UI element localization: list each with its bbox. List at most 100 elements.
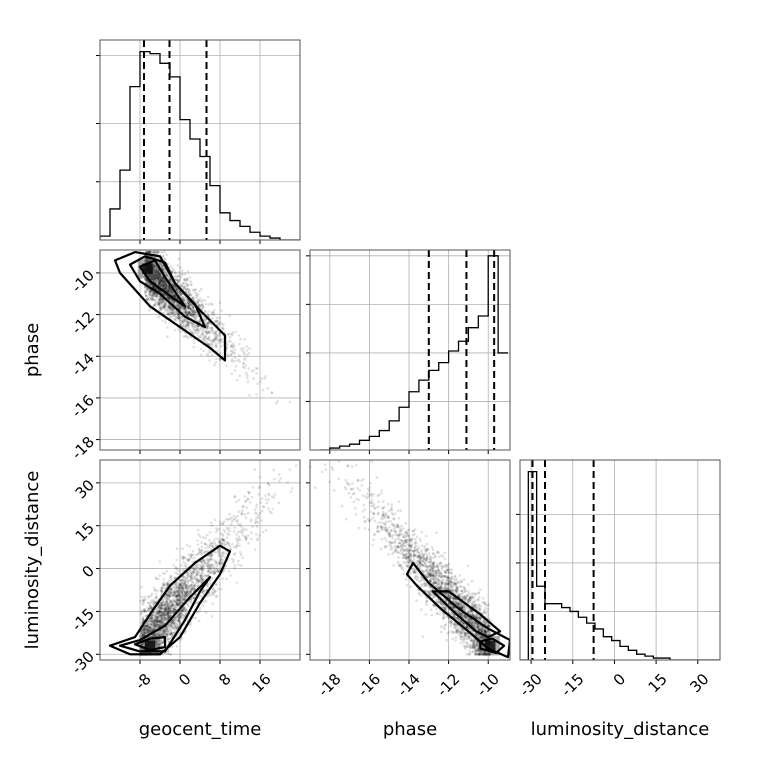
sample-point [143,288,147,291]
sample-point [150,290,154,294]
sample-point [187,303,191,306]
sample-point [229,349,233,353]
sample-point [177,304,181,308]
sample-point [195,329,199,332]
sample-point [219,339,222,343]
sample-point [183,300,186,304]
sample-point [189,577,193,580]
sample-point [170,270,174,274]
sample-point [155,626,159,629]
sample-point [167,650,170,654]
sample-point [194,316,197,320]
sample-point [186,299,190,302]
sample-point [163,258,167,262]
sample-point [199,577,203,580]
sample-point [186,292,190,295]
sample-point [163,282,166,286]
sample-point [189,312,192,315]
sample-point [201,338,205,341]
sample-point [198,335,202,339]
sample-point [166,262,170,266]
sample-point [193,568,196,572]
sample-point [170,593,174,597]
sample-point [212,588,215,591]
sample-point [158,263,162,266]
sample-point [167,303,170,307]
sample-point [155,294,159,298]
sample-point [167,296,171,300]
sample-point [184,287,188,291]
sample-point [200,307,204,311]
sample-point [171,307,175,311]
sample-point [167,312,171,316]
sample-point [172,589,175,592]
sample-point [181,273,185,276]
sample-point [191,324,195,328]
sample-point [185,305,189,309]
sample-point [183,297,186,300]
sample-point [201,331,204,335]
sample-point [192,332,195,336]
sample-point [191,288,195,292]
sample-point [214,336,218,340]
sample-point [163,600,166,604]
sample-point [156,271,160,274]
sample-point [141,602,144,605]
sample-point [141,619,145,622]
sample-point [270,391,274,394]
sample-point [230,372,234,376]
sample-point [182,299,186,302]
sample-point [243,495,246,498]
sample-point [196,327,199,331]
sample-point [149,283,153,287]
sample-point [197,298,200,302]
sample-point [154,287,158,290]
sample-point [161,265,165,268]
sample-point [242,362,245,366]
sample-point [170,298,174,302]
sample-point [160,284,163,287]
sample-point [168,305,171,309]
sample-point [150,294,154,298]
sample-point [178,291,181,294]
sample-point [184,335,187,338]
sample-point [193,311,197,314]
sample-point [174,309,178,313]
sample-point [207,303,211,306]
sample-point [227,541,231,545]
sample-point [206,312,209,315]
sample-point [190,312,194,315]
sample-point [152,299,156,302]
sample-point [171,299,174,303]
sample-point [222,327,225,330]
sample-point [156,288,159,291]
sample-point [182,575,185,579]
sample-point [278,480,281,483]
sample-point [214,330,217,333]
sample-point [163,283,166,287]
sample-point [178,583,181,586]
sample-point [241,505,245,508]
sample-point [191,296,195,300]
sample-point [169,317,173,320]
sample-point [187,306,191,310]
sample-point [148,294,151,297]
sample-point [168,607,171,611]
sample-point [203,335,206,338]
sample-point [168,588,172,591]
sample-point [221,577,224,580]
sample-point [176,304,180,308]
sample-point [187,311,190,315]
sample-point [156,277,160,281]
sample-point [276,400,280,403]
sample-point [163,302,166,306]
sample-point [145,279,149,283]
sample-point [183,299,187,302]
sample-point [159,307,163,311]
sample-point [160,614,164,617]
sample-point [187,303,191,306]
sample-point [176,280,180,283]
sample-point [264,494,267,497]
sample-point [172,606,175,610]
sample-point [170,306,173,310]
